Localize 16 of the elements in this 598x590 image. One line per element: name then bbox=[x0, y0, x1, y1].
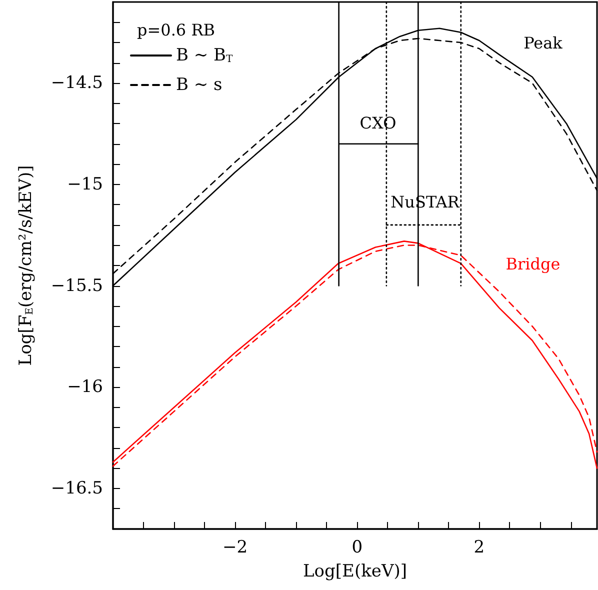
y-axis-title: Log[FE(erg/cm²/s/kEV)] bbox=[16, 165, 36, 366]
y-tick-label: −15.5 bbox=[50, 276, 103, 296]
x-tick-label: −2 bbox=[222, 538, 248, 558]
x-tick-label: 0 bbox=[352, 538, 363, 558]
y-tick-label: −14.5 bbox=[50, 73, 103, 94]
y-tick-label: −15 bbox=[67, 174, 103, 194]
annotation: CXO bbox=[360, 114, 396, 132]
legend-label: B ~ BT bbox=[176, 46, 234, 66]
annotation: Peak bbox=[524, 34, 563, 52]
x-axis-title: Log[E(keV)] bbox=[303, 562, 407, 582]
annotation: Bridge bbox=[506, 254, 560, 274]
y-tick-label: −16 bbox=[67, 377, 103, 398]
x-tick-label: 2 bbox=[474, 538, 485, 558]
annotation: p=0.6 RB bbox=[137, 20, 215, 40]
legend-label: B ~ s bbox=[176, 75, 222, 95]
y-tick-label: −16.5 bbox=[50, 478, 103, 498]
